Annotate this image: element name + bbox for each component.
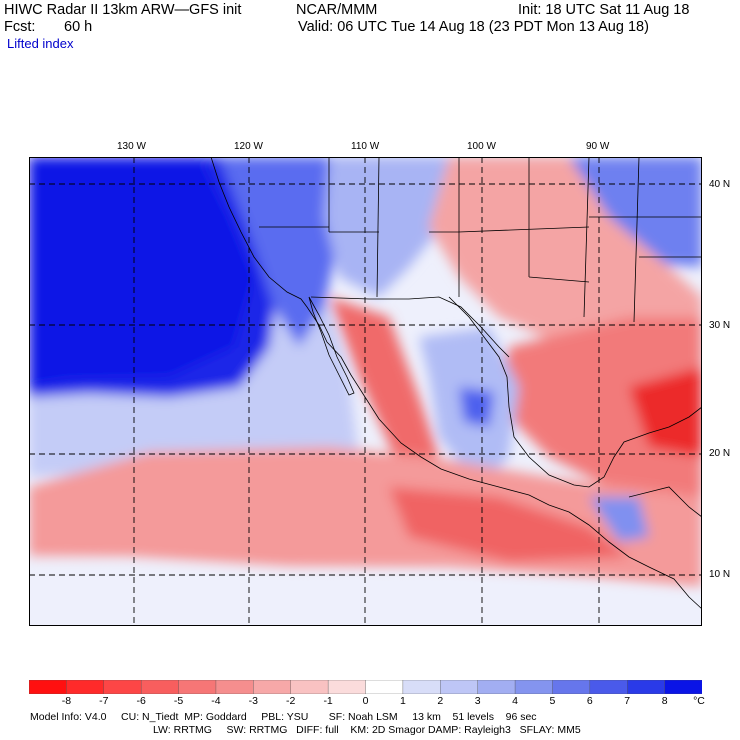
colorbar-tick-label: 4: [512, 695, 518, 707]
lon-label-110w: 110 W: [351, 141, 380, 152]
lon-label-120w: 120 W: [234, 141, 263, 152]
colorbar-swatch: [514, 679, 554, 695]
coastal-blue-area: [219, 157, 339, 347]
colorbar-swatches: [28, 679, 703, 695]
pacific-coastline: [210, 157, 702, 610]
lat-label-40n: 40 N: [709, 179, 731, 190]
colorbar-swatch: [103, 679, 142, 695]
plains-light-red-area: [429, 157, 702, 357]
colorbar-swatch: [290, 679, 329, 695]
graticule: [29, 157, 702, 626]
forecast-hour: 60 h: [64, 19, 93, 35]
colorbar-tick-label: -6: [136, 695, 146, 707]
lat-label-30n: 30 N: [709, 320, 731, 331]
lifted-index-map: [29, 157, 702, 626]
init-time: Init: 18 UTC Sat 11 Aug 18: [518, 2, 690, 18]
yucatan: [628, 486, 702, 518]
colorbar-swatch: [327, 679, 367, 695]
colorbar-swatch: [477, 679, 516, 695]
model-info-line1: Model Info: V4.0 CU: N_Tiedt MP: Goddard…: [30, 711, 537, 723]
gulf-coast: [448, 296, 702, 488]
colorbar-swatch: [402, 679, 441, 695]
colorbar-tick-label: 0: [362, 695, 369, 707]
colorbar-tick-label: 5: [549, 695, 556, 707]
southern-pale-area: [29, 557, 702, 626]
deep-red-core: [629, 367, 702, 457]
colorbar-swatch: [215, 679, 255, 695]
colorbar-tick-label: 2: [437, 695, 444, 707]
colorbar-tick-label: 6: [586, 695, 593, 707]
colorbar-tick-label: -4: [211, 695, 221, 707]
colorbar: [28, 679, 703, 695]
model-info-line2: LW: RRTMG SW: RRTMG DIFF: full KM: 2D Sm…: [153, 724, 581, 736]
lon-label-100w: 100 W: [467, 141, 496, 152]
central-america-blue-area: [589, 497, 649, 542]
colorbar-swatch: [589, 679, 628, 695]
model-title: HIWC Radar II 13km ARW—GFS init: [4, 2, 242, 18]
interior-light-blue-area: [324, 157, 459, 297]
colorbar-tick-label: -2: [286, 695, 296, 707]
lon-label-130w: 130 W: [117, 141, 146, 152]
mexico-plateau-blue-core: [459, 387, 494, 427]
map-frame: [29, 157, 702, 626]
colorbar-unit: °C: [693, 695, 705, 707]
colorbar-swatch: [253, 679, 292, 695]
colorbar-swatch: [66, 679, 105, 695]
colorbar-tick-label: -3: [248, 695, 258, 707]
lat-label-10n: 10 N: [709, 569, 731, 580]
colorbar-tick-label: -1: [323, 695, 333, 707]
gulf-red-area: [499, 317, 702, 517]
colorbar-tick-label: 7: [624, 695, 631, 707]
colorbar-swatch: [440, 679, 479, 695]
valid-time: Valid: 06 UTC Tue 14 Aug 18 (23 PDT Mon …: [298, 19, 649, 35]
baja-california: [308, 296, 355, 396]
us-state-lines: [259, 157, 702, 323]
land-boundaries: [210, 157, 702, 610]
colorbar-swatch: [627, 679, 666, 695]
colorbar-tick-label: 3: [474, 695, 481, 707]
field-name: Lifted index: [7, 36, 74, 51]
colorbar-swatch: [28, 679, 68, 695]
lat-label-20n: 20 N: [709, 448, 731, 459]
forecast-label: Fcst:: [4, 19, 36, 35]
organization: NCAR/MMM: [296, 2, 378, 18]
colorbar-swatch: [365, 679, 404, 695]
colorbar-swatch: [664, 679, 703, 695]
eastern-pacific-deep-red: [389, 487, 629, 562]
colorbar-swatch: [140, 679, 180, 695]
colorbar-tick-label: -8: [61, 695, 72, 707]
colorbar-tick-label: -7: [99, 695, 109, 707]
lon-label-90w: 90 W: [586, 141, 610, 152]
pacific-blue-core: [29, 157, 254, 385]
us-mexico-border: [310, 296, 510, 358]
colorbar-tick-label: 1: [399, 695, 406, 707]
sierra-madre-red-area: [329, 297, 439, 467]
colorbar-swatch: [552, 679, 591, 695]
colorbar-tick-label: 8: [661, 695, 668, 707]
colorbar-swatch: [178, 679, 217, 695]
colorbar-tick-label: -5: [173, 695, 184, 707]
